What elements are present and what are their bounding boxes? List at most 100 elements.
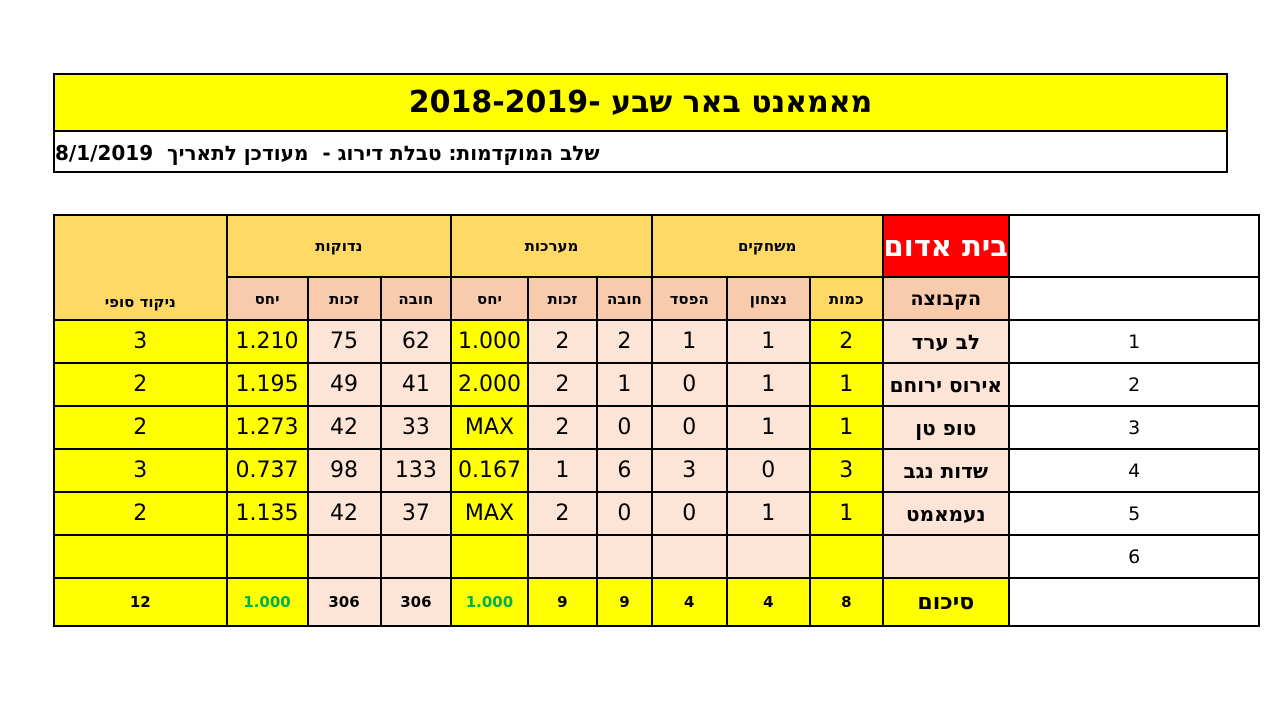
group-header-row: ניקוד סופי נדוקות מערכות משחקים בית אדום (53, 214, 1279, 321)
table-row: 2 1.273 42 33 MAX 2 0 0 1 1 טופ טן 3 (53, 405, 1279, 450)
sets-ratio-header: יחס (450, 276, 529, 321)
total-final-cell: 12 (53, 577, 228, 627)
totals-row: 12 1.000 306 306 1.000 9 9 4 4 8 סיכום (53, 577, 1279, 627)
page-subtitle: שלב המוקדמות: טבלת דירוג - מעודכן לתאריך… (55, 140, 600, 165)
won-header: נצחון (725, 276, 812, 321)
sets-credit-cell: 1 (526, 448, 599, 493)
won-cell: 1 (725, 491, 812, 536)
sub-header-row: יחס זכות חובה יחס זכות חובה הפסד נצחון כ… (54, 276, 1279, 321)
lost-cell: 0 (650, 362, 728, 407)
team-name-cell: נעמאמט (881, 491, 1011, 536)
pts-credit-cell: 42 (306, 405, 382, 450)
pts-credit-cell: 42 (306, 491, 382, 536)
lost-cell: 3 (650, 448, 728, 493)
pts-debit-cell: 37 (379, 491, 453, 536)
lost-cell: 0 (650, 491, 728, 536)
sets-credit-cell: 2 (526, 405, 599, 450)
pts-ratio-header: יחס (225, 276, 309, 321)
sets-debit-cell: 2 (596, 319, 653, 364)
played-cell: 1 (809, 491, 884, 536)
total-won-cell: 4 (725, 577, 812, 627)
page-title: מאמאנט באר שבע -2018-2019 (55, 75, 1226, 132)
sets-ratio-cell: MAX (450, 405, 529, 450)
final-score-cell: 2 (53, 362, 228, 407)
title-box: מאמאנט באר שבע -2018-2019 שלב המוקדמות: … (53, 73, 1228, 173)
sets-ratio-cell: 1.000 (450, 319, 529, 364)
standings-table: ניקוד סופי נדוקות מערכות משחקים בית אדום… (53, 214, 1280, 627)
pts-ratio-cell: 1.210 (225, 319, 309, 364)
points-group-header: נדוקות (225, 214, 453, 278)
played-cell: 1 (809, 405, 884, 450)
won-cell: 1 (725, 405, 812, 450)
team-name-cell: טופ טן (881, 405, 1011, 450)
sets-ratio-cell: 2.000 (450, 362, 529, 407)
pts-credit-header: זכות (306, 276, 382, 321)
won-cell: 1 (725, 362, 812, 407)
sets-credit-header: זכות (526, 276, 599, 321)
pts-ratio-cell (225, 534, 309, 579)
table-row: 6 (53, 534, 1279, 579)
table-row: 2 1.195 49 41 2.000 2 1 0 1 1 אירוס ירוח… (53, 362, 1279, 407)
pts-credit-cell: 98 (306, 448, 382, 493)
lost-header: הפסד (650, 276, 728, 321)
sets-debit-header: חובה (596, 276, 653, 321)
pts-debit-cell: 33 (379, 405, 453, 450)
rank-cell: 6 (1007, 534, 1261, 579)
pts-ratio-cell: 1.273 (225, 405, 309, 450)
table-row: 2 1.135 42 37 MAX 2 0 0 1 1 נעמאמט 5 (53, 491, 1279, 536)
total-lost-cell: 4 (650, 577, 728, 627)
sets-credit-cell: 2 (526, 491, 599, 536)
played-cell (809, 534, 884, 579)
matches-group-header: משחקים (650, 214, 884, 278)
pts-ratio-cell: 0.737 (225, 448, 309, 493)
rank-cell: 1 (1007, 319, 1261, 364)
table-row: 3 0.737 98 133 0.167 1 6 3 0 3 שדות נגב … (53, 448, 1279, 493)
sets-credit-cell (526, 534, 599, 579)
total-pts-ratio-cell: 1.000 (225, 577, 309, 627)
pts-ratio-cell: 1.135 (225, 491, 309, 536)
sets-ratio-cell: 0.167 (450, 448, 529, 493)
sets-ratio-cell: MAX (450, 491, 529, 536)
won-cell: 1 (725, 319, 812, 364)
sets-debit-cell (596, 534, 653, 579)
played-header: כמות (809, 276, 884, 321)
table-row: 3 1.210 75 62 1.000 2 2 1 1 2 לב ערד 1 (53, 319, 1279, 364)
pts-debit-cell: 62 (379, 319, 453, 364)
lost-cell: 1 (650, 319, 728, 364)
total-pts-credit-cell: 306 (306, 577, 382, 627)
pts-ratio-cell: 1.195 (225, 362, 309, 407)
pts-credit-cell (306, 534, 382, 579)
final-score-cell: 2 (53, 491, 228, 536)
pts-credit-cell: 49 (306, 362, 382, 407)
won-cell: 0 (725, 448, 812, 493)
sets-ratio-cell (450, 534, 529, 579)
pts-debit-cell: 41 (379, 362, 453, 407)
played-cell: 2 (809, 319, 884, 364)
final-score-cell: 3 (53, 319, 228, 364)
total-played-cell: 8 (809, 577, 884, 627)
won-cell (725, 534, 812, 579)
pts-debit-cell: 133 (379, 448, 453, 493)
total-pts-debit-cell: 306 (379, 577, 453, 627)
pts-credit-cell: 75 (306, 319, 382, 364)
group-title: בית אדום (881, 214, 1011, 278)
total-sets-debit-cell: 9 (596, 577, 653, 627)
pts-debit-cell (379, 534, 453, 579)
rank-cell: 4 (1007, 448, 1261, 493)
team-name-cell (881, 534, 1011, 579)
lost-cell (650, 534, 728, 579)
sets-group-header: מערכות (450, 214, 653, 278)
played-cell: 3 (809, 448, 884, 493)
totals-label: סיכום (881, 577, 1011, 627)
lost-cell: 0 (650, 405, 728, 450)
sets-debit-cell: 0 (596, 491, 653, 536)
final-score-cell: 2 (53, 405, 228, 450)
team-name-cell: לב ערד (881, 319, 1011, 364)
final-score-cell: 3 (53, 448, 228, 493)
final-score-header: ניקוד סופי (53, 214, 228, 321)
final-score-cell (53, 534, 228, 579)
team-name-cell: שדות נגב (881, 448, 1011, 493)
team-name-cell: אירוס ירוחם (881, 362, 1011, 407)
sets-credit-cell: 2 (526, 362, 599, 407)
sets-debit-cell: 1 (596, 362, 653, 407)
